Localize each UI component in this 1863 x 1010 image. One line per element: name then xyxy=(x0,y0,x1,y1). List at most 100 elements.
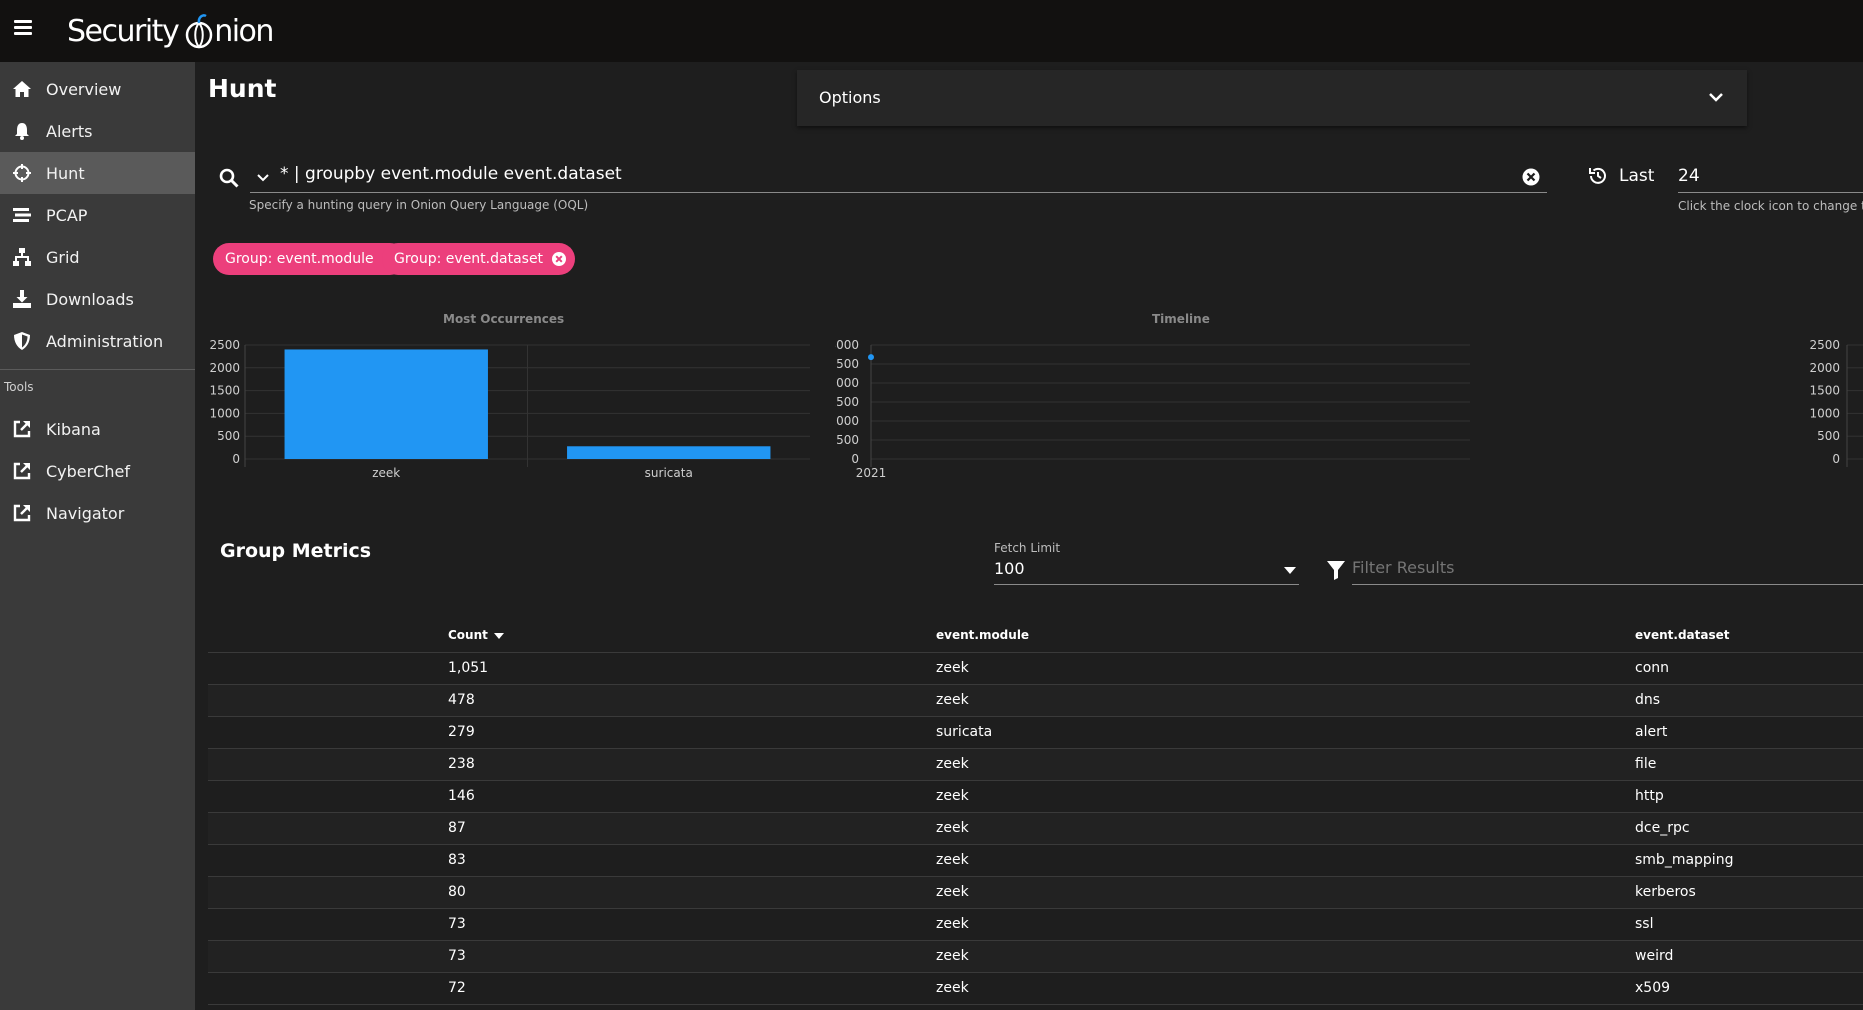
y-tick-label: 2000 xyxy=(1809,361,1840,375)
options-panel[interactable]: Options xyxy=(797,70,1747,126)
cell-module: zeek xyxy=(936,660,969,676)
table-row[interactable]: 478 zeek dns xyxy=(208,685,1863,717)
table-row[interactable]: 279 suricata alert xyxy=(208,717,1863,749)
cell-dataset: dns xyxy=(1635,692,1661,708)
filter-results-input[interactable] xyxy=(1352,558,1863,577)
fetch-limit-select[interactable]: 100 xyxy=(994,559,1025,578)
query-underline xyxy=(250,192,1547,193)
sidebar-item-pcap[interactable]: PCAP xyxy=(0,194,195,236)
column-header-module[interactable]: event.module xyxy=(936,628,1030,642)
sidebar-item-kibana[interactable]: Kibana xyxy=(0,408,195,450)
table-row[interactable]: 80 zeek kerberos xyxy=(208,877,1863,909)
sidebar-item-label: Alerts xyxy=(46,121,93,141)
table-row[interactable]: 1,051 zeek conn xyxy=(208,653,1863,685)
clear-icon[interactable] xyxy=(1521,167,1541,187)
cell-module: zeek xyxy=(936,788,969,804)
cell-count: 238 xyxy=(448,756,475,772)
cell-module: zeek xyxy=(936,820,969,836)
group-chip-dataset[interactable]: Group: event.dataset xyxy=(382,243,576,275)
sidebar-item-hunt[interactable]: Hunt xyxy=(0,152,195,194)
cell-dataset: http xyxy=(1635,788,1664,804)
cell-count: 80 xyxy=(448,884,466,900)
x-tick-label: suricata xyxy=(645,466,693,480)
close-icon[interactable] xyxy=(551,251,567,267)
cell-module: zeek xyxy=(936,692,969,708)
chart-title-timeline: Timeline xyxy=(1152,312,1210,326)
y-tick-label: 500 xyxy=(217,429,240,443)
table-row[interactable]: 83 zeek smb_mapping xyxy=(208,845,1863,877)
bar-zeek xyxy=(284,349,488,459)
x-tick-label: zeek xyxy=(372,466,400,480)
y-tick-label: 2500 xyxy=(1809,338,1840,352)
y-tick-label: 2000 xyxy=(835,376,859,390)
filter-underline xyxy=(1352,584,1863,585)
y-tick-label: 500 xyxy=(836,433,859,447)
sidebar-item-cyberchef[interactable]: CyberChef xyxy=(0,450,195,492)
sidebar-item-label: Hunt xyxy=(46,163,85,183)
fetch-limit-label: Fetch Limit xyxy=(994,541,1061,555)
cell-count: 1,051 xyxy=(448,660,489,676)
sidebar-item-label: Kibana xyxy=(46,419,101,439)
app-bar: Security nion xyxy=(0,0,1863,62)
page-title: Hunt xyxy=(208,74,277,103)
sidebar-divider xyxy=(0,369,195,370)
chevron-down-icon[interactable] xyxy=(255,170,271,186)
external-link-icon xyxy=(13,420,31,438)
cell-count: 73 xyxy=(448,916,466,932)
app-logo[interactable]: Security nion xyxy=(67,8,274,54)
history-icon[interactable] xyxy=(1587,165,1609,187)
sidebar-item-label: Overview xyxy=(46,79,122,99)
sidebar-item-overview[interactable]: Overview xyxy=(0,68,195,110)
search-icon[interactable] xyxy=(218,167,240,189)
y-tick-label: 1000 xyxy=(209,406,240,420)
table-body: 1,051 zeek conn 478 zeek dns 279 suricata alert 2… xyxy=(208,653,1863,1005)
query-hint: Specify a hunting query in Onion Query L… xyxy=(249,198,589,212)
bar-suricata xyxy=(567,446,771,459)
download-icon xyxy=(13,290,31,308)
sidebar-item-label: PCAP xyxy=(46,205,88,225)
sidebar-item-label: CyberChef xyxy=(46,461,131,481)
table-row[interactable]: 238 zeek file xyxy=(208,749,1863,781)
y-tick-label: 1000 xyxy=(1809,406,1840,420)
table-row[interactable]: 72 zeek x509 xyxy=(208,973,1863,1005)
sidebar-item-alerts[interactable]: Alerts xyxy=(0,110,195,152)
sidebar-item-downloads[interactable]: Downloads xyxy=(0,278,195,320)
query-input[interactable] xyxy=(280,164,1530,184)
cell-count: 72 xyxy=(448,980,466,996)
main-content: Hunt Options Specify a hunting query in … xyxy=(195,62,1863,1010)
cell-module: suricata xyxy=(936,724,993,740)
chevron-down-icon[interactable] xyxy=(1705,86,1727,108)
sidebar-item-navigator[interactable]: Navigator xyxy=(0,492,195,534)
shield-icon xyxy=(14,332,30,350)
column-header-count[interactable]: Count xyxy=(448,628,504,642)
sidebar-item-grid[interactable]: Grid xyxy=(0,236,195,278)
sidebar-item-label: Grid xyxy=(46,247,80,267)
cell-count: 478 xyxy=(448,692,475,708)
table-row[interactable]: 73 zeek weird xyxy=(208,941,1863,973)
cell-module: zeek xyxy=(936,852,969,868)
y-tick-label: 500 xyxy=(1817,429,1840,443)
group-chip-module[interactable]: Group: event.module xyxy=(213,243,406,275)
y-tick-label: 0 xyxy=(1832,452,1840,466)
y-tick-label: 1500 xyxy=(209,384,240,398)
dropdown-caret-icon[interactable] xyxy=(1284,567,1296,575)
table-row[interactable]: 73 zeek ssl xyxy=(208,909,1863,941)
table-row[interactable]: 146 zeek http xyxy=(208,781,1863,813)
cell-module: zeek xyxy=(936,756,969,772)
time-range-value[interactable]: 24 xyxy=(1678,166,1700,186)
group-metrics-title: Group Metrics xyxy=(220,540,372,562)
menu-icon[interactable] xyxy=(14,20,32,36)
table-row[interactable]: 87 zeek dce_rpc xyxy=(208,813,1863,845)
third-chart: 2500 2000 1500 1000 500 0 xyxy=(1809,338,1863,467)
table-header: Count event.module event.dataset xyxy=(208,618,1863,653)
column-header-dataset[interactable]: event.dataset xyxy=(1635,628,1730,642)
sort-desc-icon[interactable] xyxy=(493,632,504,639)
cell-count: 146 xyxy=(448,788,475,804)
tools-heading: Tools xyxy=(4,380,34,394)
y-tick-label: 0 xyxy=(851,452,859,466)
options-label: Options xyxy=(819,88,881,107)
y-tick-label: 2000 xyxy=(209,361,240,375)
cell-count: 279 xyxy=(448,724,475,740)
timeline-point xyxy=(868,354,874,361)
sidebar-item-administration[interactable]: Administration xyxy=(0,320,195,362)
